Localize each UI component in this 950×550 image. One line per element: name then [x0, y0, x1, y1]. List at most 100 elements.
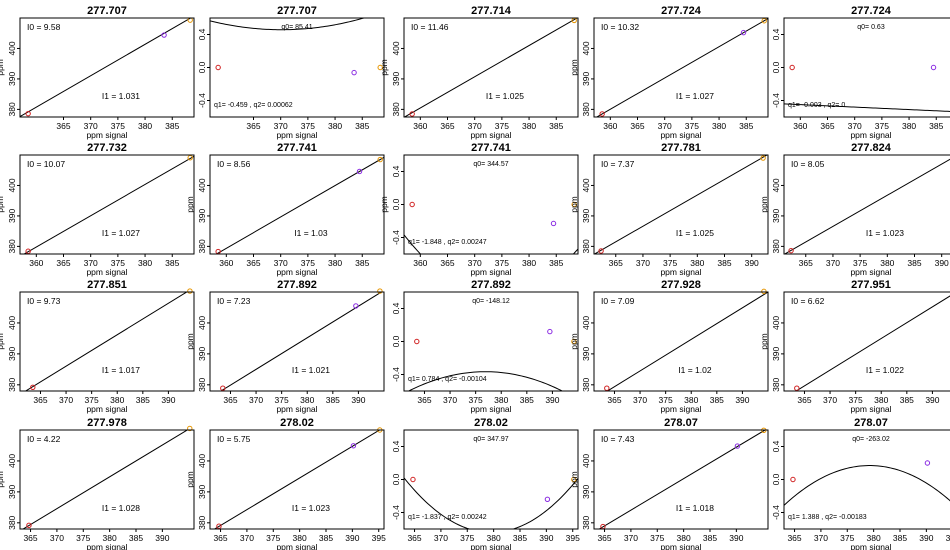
plot-panel: 277.978 365 370 375 380 385 390 380 390 400 ppm si… — [0, 417, 195, 550]
y-tick-label: 390 — [7, 209, 17, 223]
y-tick-label: 0.0 — [771, 473, 781, 485]
y-tick-label: 390 — [197, 347, 207, 361]
x-tick-label: 380 — [522, 258, 536, 268]
plot-frame — [593, 154, 769, 255]
x-axis-label: ppm signal — [86, 404, 127, 414]
y-tick-label: 400 — [771, 316, 781, 330]
plot-panel: 277.707 365 370 375 380 385 380 390 400 ppm signa… — [0, 5, 195, 140]
plot-frame — [593, 291, 769, 392]
data-point — [356, 168, 363, 175]
plot-panel: 277.928 365 370 375 380 385 390 380 390 400 ppm si… — [569, 279, 769, 414]
x-tick-label: 380 — [300, 395, 314, 405]
annotation-top-left: I0 = 6.62 — [791, 296, 825, 306]
y-tick-label: 390 — [771, 347, 781, 361]
annotation-top-left: I0 = 11.46 — [411, 22, 449, 32]
x-tick-label: 375 — [469, 395, 483, 405]
y-tick-label: -0.4 — [391, 230, 401, 245]
x-tick-label: 380 — [522, 121, 536, 131]
y-tick-label: 390 — [7, 485, 17, 499]
y-tick-label: 400 — [197, 178, 207, 192]
annotation-top-left: I0 = 7.37 — [601, 159, 635, 169]
x-axis-label: ppm signal — [470, 267, 511, 277]
x-tick-label: 365 — [223, 395, 237, 405]
data-point — [26, 522, 32, 528]
annotation-bottom-right: I1 = 1.021 — [292, 365, 330, 375]
data-point — [30, 384, 36, 390]
x-tick-label: 385 — [717, 258, 731, 268]
x-tick-label: 390 — [745, 258, 759, 268]
plot-title: 277.851 — [87, 279, 127, 291]
y-axis-label: ppm — [569, 196, 579, 213]
y-tick-label: 380 — [581, 377, 591, 391]
annotation-top-center: q0= 0.63 — [857, 24, 885, 31]
x-tick-label: 370 — [636, 258, 650, 268]
y-tick-label: 390 — [771, 209, 781, 223]
x-tick-label: 380 — [293, 533, 307, 543]
data-point — [760, 155, 766, 161]
x-tick-label: 380 — [110, 395, 124, 405]
plot-panel: 278.07 365 370 375 380 385 390 380 390 400 ppm sig… — [569, 417, 769, 550]
x-tick-label: 385 — [165, 258, 179, 268]
x-tick-label: 365 — [23, 533, 37, 543]
y-tick-label: 380 — [771, 377, 781, 391]
plot-title: 277.732 — [87, 142, 127, 154]
x-tick-label: 380 — [487, 533, 501, 543]
x-tick-label: 370 — [658, 121, 672, 131]
x-axis-label: ppm signal — [660, 130, 701, 140]
x-axis-label: ppm signal — [470, 130, 511, 140]
plot-title: 278.02 — [474, 417, 508, 429]
x-tick-label: 365 — [213, 533, 227, 543]
x-tick-label: 365 — [797, 395, 811, 405]
x-tick-label: 370 — [50, 533, 64, 543]
x-tick-label: 385 — [136, 395, 150, 405]
y-axis-label: ppm — [0, 333, 5, 350]
x-tick-label: 365 — [56, 121, 70, 131]
y-axis-label: ppm — [0, 196, 5, 213]
x-tick-label: 380 — [138, 258, 152, 268]
x-tick-label: 375 — [495, 258, 509, 268]
x-tick-label: 390 — [545, 395, 559, 405]
data-point — [788, 247, 794, 254]
x-tick-label: 380 — [103, 533, 117, 543]
annotation-top-center: q0= 347.97 — [473, 436, 508, 443]
x-axis-label: ppm signal — [850, 542, 891, 550]
x-tick-label: 360 — [603, 121, 617, 131]
annotation-bottom-right: I1 = 1.03 — [294, 228, 328, 238]
y-tick-label: 390 — [7, 347, 17, 361]
data-point — [734, 443, 741, 449]
x-tick-label: 380 — [880, 258, 894, 268]
y-tick-label: 380 — [771, 239, 781, 253]
y-tick-label: 0.4 — [391, 165, 401, 177]
plot-title: 277.824 — [851, 142, 892, 154]
x-tick-label: 370 — [84, 121, 98, 131]
annotation-top-left: I0 = 9.58 — [27, 22, 61, 32]
plot-panel: 277.724 360 365 370 375 380 385 -0.4 0.0 0.4 ppm s… — [771, 5, 950, 140]
x-tick-label: 380 — [494, 395, 508, 405]
y-tick-label: 400 — [7, 178, 17, 192]
data-point — [410, 476, 416, 483]
x-tick-label: 390 — [935, 258, 949, 268]
plot-panel: 277.951 365 370 375 380 385 390 380 390 400 ppm si… — [759, 279, 950, 414]
data-point — [761, 288, 767, 295]
x-axis-label: ppm signal — [470, 404, 511, 414]
y-tick-label: -0.4 — [391, 505, 401, 520]
x-tick-label: 390 — [351, 395, 365, 405]
plot-frame — [593, 429, 769, 530]
y-tick-label: 380 — [197, 377, 207, 391]
plot-title: 277.707 — [87, 5, 127, 17]
plot-title: 278.07 — [664, 417, 698, 429]
y-tick-label: 390 — [7, 72, 17, 86]
x-tick-label: 370 — [434, 533, 448, 543]
plot-panel: 278.02 365 370 375 380 385 390 395 380 390 400 ppm … — [185, 417, 386, 550]
x-tick-label: 370 — [826, 258, 840, 268]
data-point — [598, 248, 604, 254]
x-tick-label: 365 — [440, 258, 454, 268]
x-axis-label: ppm signal — [660, 404, 701, 414]
annotation-top-left: I0 = 8.56 — [217, 159, 251, 169]
y-tick-label: 0.4 — [771, 440, 781, 452]
x-axis-label: ppm signal — [86, 130, 127, 140]
x-tick-label: 370 — [240, 533, 254, 543]
plot-title: 277.724 — [661, 5, 702, 17]
data-point — [215, 64, 221, 71]
data-point — [604, 385, 610, 391]
